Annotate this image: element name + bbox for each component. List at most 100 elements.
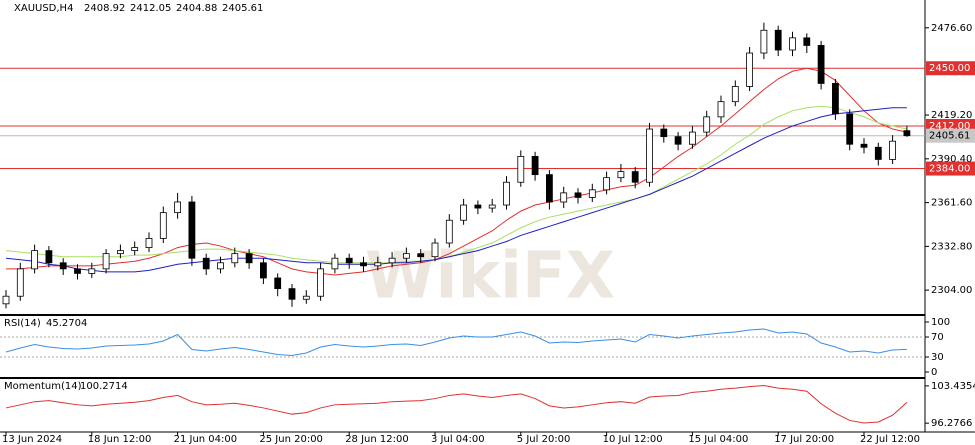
candle-body — [217, 262, 224, 270]
y-tick-label: 2419.20 — [931, 110, 972, 121]
candle-body — [903, 130, 911, 137]
x-tick-label: 10 Jul 12:00 — [603, 434, 663, 445]
candle-body — [617, 171, 625, 179]
candle-body — [245, 253, 253, 264]
candle-body — [703, 116, 711, 133]
candle-body — [731, 86, 739, 103]
candle-body — [445, 219, 453, 244]
watermark: WikiFX — [365, 240, 615, 314]
candle-body — [846, 113, 854, 145]
candle-body — [789, 37, 796, 51]
candle-body — [188, 201, 196, 259]
candle-body — [689, 131, 696, 145]
y-tick-label: 0 — [931, 367, 937, 378]
candle-body — [131, 247, 139, 252]
candle-body — [603, 177, 610, 191]
candle-body — [402, 253, 410, 259]
x-tick-label: 17 Jul 20:00 — [774, 434, 834, 445]
y-tick-label: 103.4354 — [931, 381, 975, 392]
candle-body — [717, 101, 725, 118]
candle-body — [774, 29, 782, 51]
rsi-name: RSI(14) — [4, 318, 41, 329]
candle-body — [546, 174, 553, 203]
y-tick-label: 2361.60 — [931, 198, 972, 209]
candle-body — [317, 268, 325, 297]
candle-body — [560, 192, 568, 203]
x-tick-label: 22 Jul 12:00 — [860, 434, 920, 445]
candle-body — [59, 262, 67, 270]
candle-body — [517, 155, 525, 183]
candle-body — [145, 238, 153, 248]
candle-body — [531, 155, 539, 176]
ohlc-high: 2412.05 — [130, 3, 171, 14]
current-price-label: 2405.61 — [929, 131, 970, 142]
candle-body — [360, 262, 367, 267]
ohlc-low: 2404.88 — [176, 3, 217, 14]
candle-body — [231, 253, 239, 264]
candle-body — [288, 288, 296, 300]
current-price-box — [926, 128, 975, 143]
momentum-value: 100.2714 — [80, 381, 128, 392]
candle-body — [174, 201, 182, 214]
candle-body — [760, 29, 768, 54]
candle-body — [746, 52, 753, 87]
candle-body — [345, 257, 353, 264]
candle-body — [503, 181, 510, 206]
candle-body — [45, 250, 53, 264]
candle-body — [488, 204, 496, 209]
candle-body — [803, 37, 811, 46]
x-tick-label: 3 Jul 04:00 — [431, 434, 485, 445]
candle-body — [474, 204, 482, 209]
x-tick-label: 5 Jul 20:00 — [517, 434, 571, 445]
x-tick-label: 25 Jun 20:00 — [259, 434, 323, 445]
moving-average — [5, 105, 908, 264]
level-label: 2450.00 — [929, 63, 970, 74]
candle-body — [102, 253, 110, 270]
candle-body — [574, 192, 582, 198]
candle-body — [117, 250, 124, 255]
candle-body — [74, 268, 81, 274]
candle-body — [388, 257, 396, 264]
candle-body — [817, 45, 825, 84]
moving-average — [5, 107, 907, 273]
momentum-line — [5, 385, 908, 424]
candle-body — [431, 242, 439, 258]
x-tick-label: 18 Jun 12:00 — [88, 434, 152, 445]
candle-body — [832, 83, 839, 115]
level-label-box — [926, 161, 975, 176]
candle-body — [374, 262, 382, 267]
y-tick-label: 2332.80 — [931, 241, 972, 252]
y-tick-label: 2476.60 — [931, 23, 972, 34]
y-tick-label: 30 — [931, 352, 944, 363]
symbol: XAUUSD,H4 — [14, 3, 73, 14]
candle-body — [88, 268, 96, 274]
momentum-name: Momentum(14) — [4, 381, 82, 392]
candle-body — [202, 257, 210, 270]
candle-body — [860, 143, 868, 148]
level-label: 2412.00 — [929, 121, 970, 132]
x-tick-label: 28 Jun 12:00 — [345, 434, 409, 445]
x-tick-label: 15 Jul 04:00 — [688, 434, 748, 445]
candle-body — [874, 146, 882, 160]
y-tick-label: 100 — [931, 317, 950, 328]
candle-body — [274, 277, 282, 290]
y-tick-label: 96.2766 — [931, 418, 972, 429]
y-tick-label: 70 — [931, 332, 944, 343]
candle-body — [2, 295, 10, 305]
candle-body — [259, 262, 267, 279]
y-tick-label: 2304.00 — [931, 285, 972, 296]
candle-body — [889, 140, 896, 160]
candle-body — [159, 212, 167, 239]
x-tick-label: 21 Jun 04:00 — [174, 434, 238, 445]
candle-body — [588, 189, 596, 198]
candle-body — [660, 128, 668, 138]
candle-body — [31, 250, 39, 270]
candle-body — [417, 253, 425, 258]
rsi-value: 45.2704 — [46, 318, 87, 329]
y-tick-label: 2390.40 — [931, 154, 972, 165]
candle-body — [16, 268, 24, 297]
x-tick-label: 13 Jun 2024 — [2, 434, 62, 445]
candle-body — [631, 171, 639, 183]
ohlc-open: 2408.92 — [84, 3, 125, 14]
